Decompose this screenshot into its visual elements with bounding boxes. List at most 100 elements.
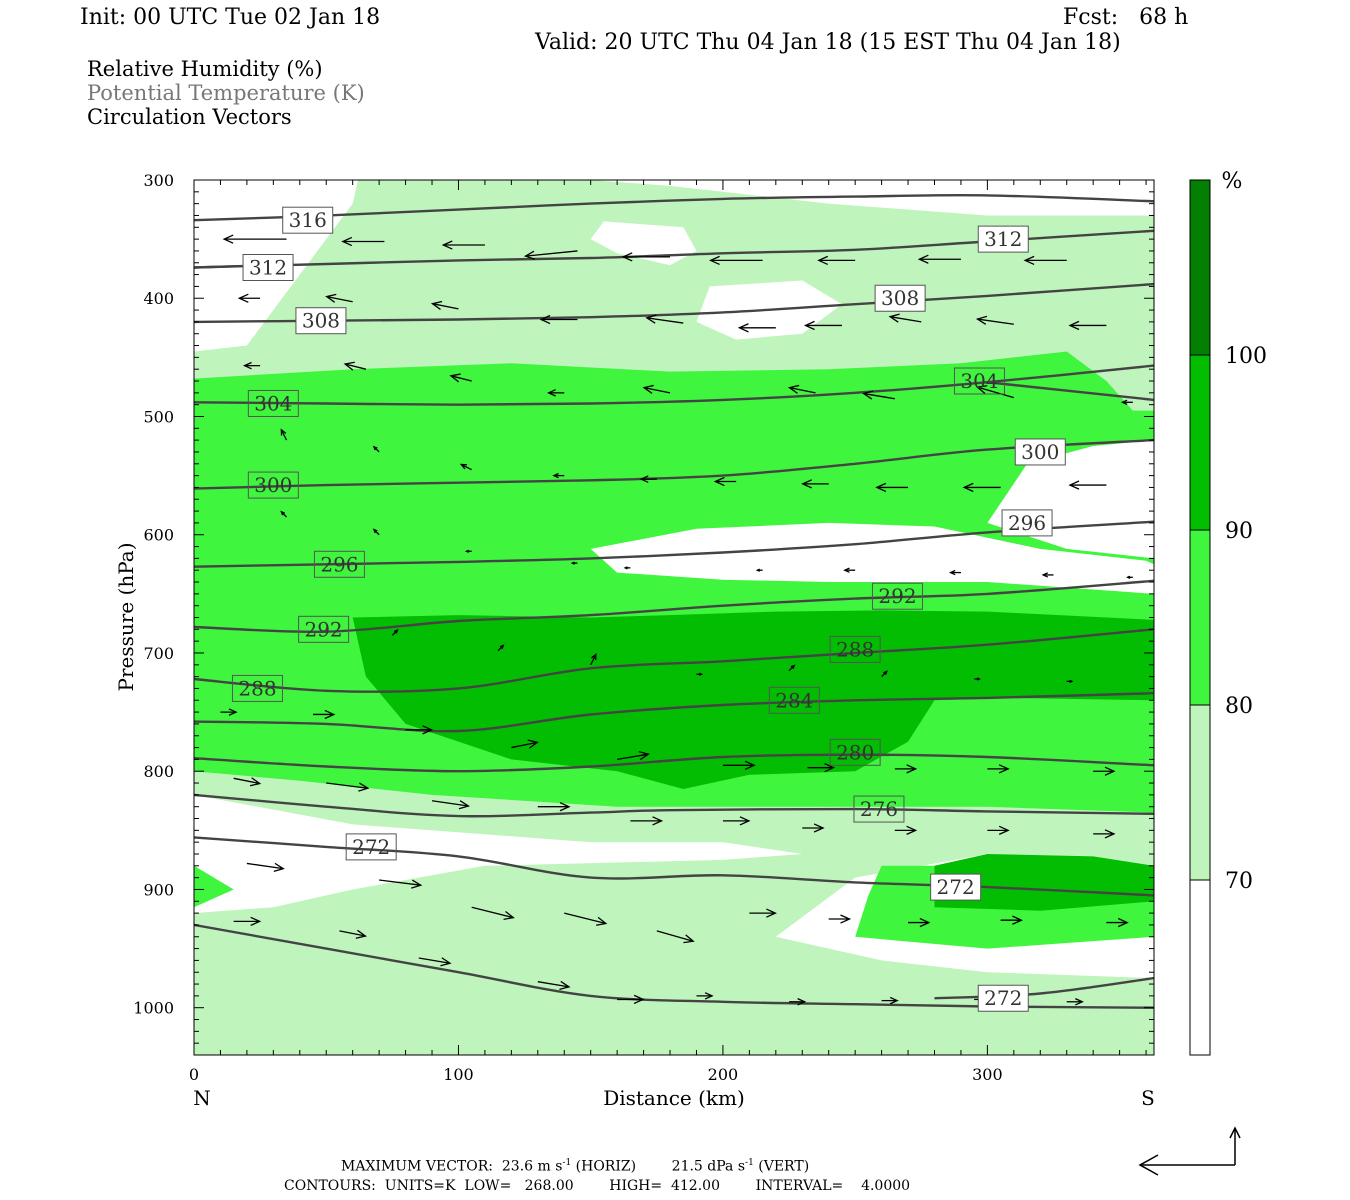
x-tick-label: 0 — [189, 1065, 199, 1084]
contour-label-box — [295, 307, 347, 335]
vector-head — [503, 910, 515, 920]
y-tick-label: 1000 — [133, 999, 174, 1018]
y-tick-label: 300 — [143, 171, 174, 190]
vector-head — [355, 929, 368, 939]
vector-shaft — [344, 363, 367, 370]
vector-shaft — [643, 387, 671, 394]
vector-head — [713, 476, 725, 487]
circulation-vector — [564, 912, 608, 926]
vector-head — [975, 385, 988, 395]
circulation-vector — [313, 709, 336, 720]
vector-head — [623, 566, 628, 570]
vector-head — [228, 708, 238, 716]
circulation-vector — [326, 782, 370, 792]
colorbar-unit: % — [1222, 169, 1243, 194]
vector-head — [242, 361, 252, 370]
vector-shaft — [418, 957, 451, 964]
vector-head — [596, 916, 608, 926]
vector-head — [372, 445, 378, 451]
vector-head — [975, 315, 988, 325]
colorbar-level-label: 70 — [1225, 869, 1253, 894]
circulation-vector — [788, 664, 796, 672]
x-axis-label: Distance (km) — [603, 1086, 745, 1110]
vector-head — [222, 234, 234, 244]
vector-head — [633, 994, 645, 1005]
circulation-vector — [621, 252, 671, 262]
vector-head — [1104, 766, 1116, 776]
vector-head — [559, 980, 571, 991]
vector-head — [325, 293, 337, 303]
circulation-vector — [379, 879, 423, 889]
contour-label: 288 — [829, 635, 881, 663]
circulation-vector — [1120, 399, 1133, 405]
y-tick-label: 600 — [143, 526, 174, 545]
vector-head — [1068, 480, 1080, 490]
init-time: Init: 00 UTC Tue 02 Jan 18 — [80, 5, 381, 30]
colorbar-segment — [1190, 530, 1210, 705]
vector-head — [393, 628, 399, 634]
vector-head — [430, 300, 443, 310]
circulation-vector — [1093, 766, 1116, 776]
circulation-vector — [222, 234, 287, 244]
vector-head — [642, 384, 654, 394]
colorbar-frame — [1189, 179, 1211, 1056]
contour-label-text: 296 — [1008, 511, 1046, 535]
vector-shaft — [617, 753, 649, 761]
contour-label-box — [242, 254, 294, 281]
circulation-vector — [881, 670, 888, 678]
contour-label-text: 276 — [860, 797, 898, 821]
circulation-vector — [987, 764, 1010, 774]
rh-dry-region — [590, 522, 1154, 594]
contour-label-text: 312 — [249, 256, 287, 280]
circulation-vector — [862, 390, 895, 400]
vector-shaft — [656, 930, 694, 942]
colorbar-segment — [1190, 355, 1210, 530]
rh-region-90-100 — [352, 610, 1154, 789]
contour-label-text: 300 — [1021, 440, 1059, 464]
contour-label-text: 304 — [960, 369, 998, 393]
vector-head — [906, 764, 918, 774]
vector-head — [639, 475, 649, 483]
vector-head — [755, 568, 761, 572]
vector-head — [803, 320, 815, 331]
contour-label: 284 — [768, 686, 820, 714]
circulation-vector — [696, 992, 714, 1000]
circulation-vector — [280, 428, 288, 441]
circulation-vector — [755, 568, 763, 572]
circulation-vector — [1106, 917, 1129, 928]
contour-label-box — [977, 225, 1029, 253]
circulation-vector — [242, 361, 261, 370]
vector-head — [341, 236, 353, 247]
x-tick-label: 200 — [708, 1065, 739, 1084]
vector-head — [962, 482, 974, 493]
vector-head — [1126, 575, 1131, 579]
circulation-vector — [696, 672, 704, 676]
circulation-vector — [962, 482, 1001, 493]
colorbar-segment — [1190, 180, 1210, 355]
circulation-vector — [280, 510, 288, 518]
circulation-vector — [807, 763, 836, 773]
circulation-vector — [789, 998, 807, 1006]
circulation-vector — [645, 314, 684, 324]
contour-label: 272 — [977, 984, 1029, 1012]
vector-head — [998, 825, 1010, 835]
contour-label-text: 292 — [304, 617, 342, 641]
theta-contour-304 — [987, 381, 1154, 402]
vector-head — [372, 528, 378, 534]
contour-label-box — [247, 389, 299, 417]
vector-shaft — [432, 303, 459, 310]
circulation-vector — [237, 293, 261, 303]
circulation-vector — [372, 528, 380, 536]
vector-head — [862, 390, 874, 400]
vector-head — [1012, 915, 1023, 925]
circulation-vector — [894, 825, 918, 835]
contour-label: 316 — [282, 206, 334, 234]
vector-head — [358, 782, 370, 792]
vector-head — [523, 250, 536, 260]
circulation-vector — [656, 930, 695, 944]
vector-shaft — [889, 316, 922, 323]
contour-label: 304 — [953, 367, 1005, 395]
y-tick-label: 700 — [143, 644, 174, 663]
vector-head — [1069, 679, 1074, 683]
contour-label: 308 — [874, 284, 926, 312]
